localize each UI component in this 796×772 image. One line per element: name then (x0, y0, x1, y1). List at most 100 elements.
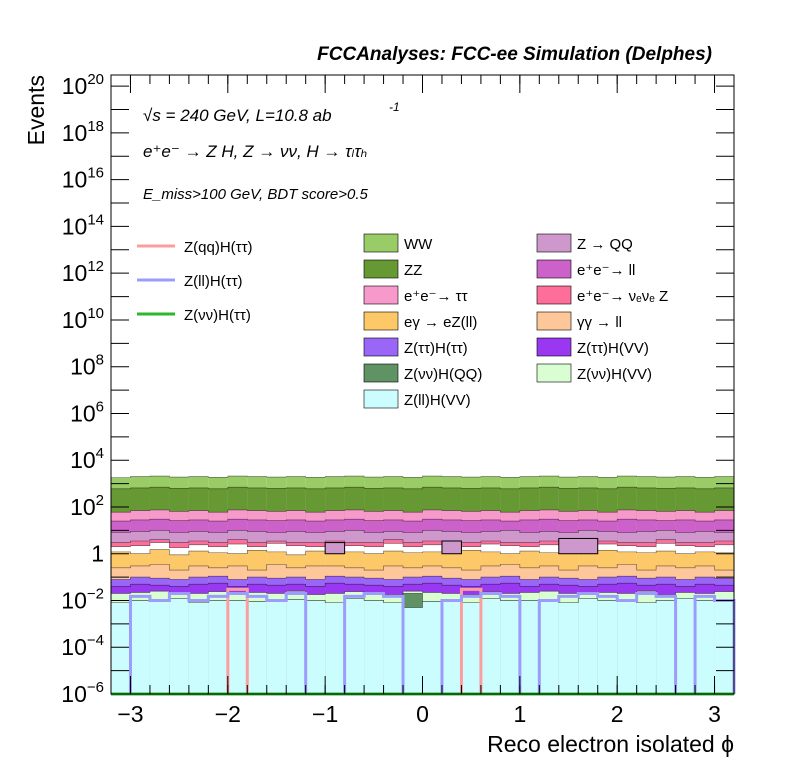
stack-bin-z-ll-h-vv--15 (403, 607, 423, 694)
stack-bin-z-ll-h-vv--21 (519, 600, 540, 694)
x-axis-label: Reco electron isolated ϕ (487, 731, 734, 757)
zqq-bump-2 (558, 537, 599, 555)
stack-bin-z-ll-h-vv--28 (656, 600, 676, 694)
stack-bin-z-ll-h-vv--8 (266, 600, 287, 694)
y-tick-label-7: 108 (70, 352, 104, 380)
legend-box-col1-swatch-5 (363, 363, 399, 383)
stack-bin-z-ll-h-vv--6 (227, 600, 248, 694)
legend-box-col1-label-0: WW (404, 236, 433, 253)
stack-bin-z-ll-h-vv--1 (130, 600, 150, 694)
legend-box-col2-label-1: e⁺e⁻→ ll (577, 262, 635, 279)
y-tick-label-9: 1012 (62, 258, 104, 286)
stack-outline-9 (111, 575, 734, 580)
stack-bin-z-ll-h-vv--3 (169, 598, 189, 694)
legend-line-label-2: Z(νν)H(ττ) (184, 307, 251, 324)
stack-bin-z-ll-h-vv--11 (325, 602, 345, 694)
legend-box-col1-label-6: Z(ll)H(VV) (404, 392, 471, 409)
x-tick-label-1: −2 (215, 701, 241, 727)
legend-box-col2-swatch-2 (536, 285, 572, 305)
y-axis-label: Events (23, 75, 49, 145)
x-tick-label-2: −1 (312, 701, 338, 727)
annotation-lumi-exponent: -1 (389, 100, 400, 114)
y-tick-label-3: 1 (91, 541, 104, 567)
stack-outline-0 (111, 475, 734, 478)
legend-box-col1-swatch-6 (363, 389, 399, 409)
legend-box-col2-swatch-0 (536, 233, 572, 253)
x-tick-label-0: −3 (117, 701, 143, 727)
y-tick-label-4: 102 (70, 492, 104, 520)
stack-bin-z-ll-h-vv--31 (714, 601, 734, 694)
stack-bin-z-ll-h-vv--22 (539, 599, 559, 694)
stack-bin-z-ll-h-vv--14 (383, 602, 404, 694)
y-tick-label-12: 1018 (62, 118, 104, 146)
stack-bin-z-ll-h-vv--26 (617, 601, 637, 694)
legend-box-col2-swatch-5 (536, 363, 572, 383)
legend-box-col1-swatch-1 (363, 259, 399, 279)
legend-box-col1-label-3: eγ → eZ(ll) (404, 314, 477, 331)
stack-bin-z-ll-h-vv--24 (578, 598, 598, 694)
stack-bin-z-ll-h-vv--30 (695, 600, 715, 694)
stack-bin-z-ll-h-vv--10 (305, 600, 326, 694)
y-tick-label-11: 1016 (62, 165, 104, 193)
annotation-energy-lumi: √s = 240 GeV, L=10.8 ab (143, 106, 332, 125)
stack-bin-z-ll-h-vv--7 (247, 601, 267, 694)
stack-outline-10 (111, 582, 734, 587)
stack-bin-z-ll-h-vv--9 (286, 599, 306, 694)
stack-outline-7 (111, 549, 734, 556)
legend-box-col1-swatch-2 (363, 285, 399, 305)
legend-box-col2-swatch-1 (536, 259, 572, 279)
y-tick-label-2: 10−2 (61, 585, 104, 613)
stack-bin-z-ll-h-vv--27 (636, 602, 657, 694)
y-tick-label-5: 104 (70, 445, 104, 473)
legend-box-col1-swatch-4 (363, 337, 399, 357)
y-tick-label-0: 10−6 (61, 679, 104, 707)
stack-outline-2 (111, 509, 734, 513)
stack-bin-z-ll-h-vv--4 (188, 602, 209, 694)
axis-ticks-layer (110, 75, 735, 695)
annotation-process: e⁺e⁻ → Z H, Z → νν, H → τₗτₕ (143, 142, 367, 161)
annotation-selection: E_miss>100 GeV, BDT score>0.5 (143, 186, 368, 203)
stack-bin-z-ll-h-vv--0 (111, 602, 131, 694)
zqq-bump-0 (324, 542, 346, 555)
legend-box-col1-label-4: Z(ττ)H(ττ) (404, 340, 468, 357)
legend-box-col1-label-2: e⁺e⁻→ ττ (404, 288, 468, 305)
stack-bin-z-ll-h-vv--19 (480, 598, 501, 694)
legend-line-label-1: Z(ll)H(ττ) (184, 273, 243, 290)
x-tick-label-4: 1 (513, 701, 526, 727)
x-tick-label-3: 0 (416, 701, 429, 727)
x-tick-labels: −3 −2 −1 0 1 2 3 (117, 701, 721, 727)
x-tick-label-5: 2 (611, 701, 624, 727)
stack-bin-z-ll-h-vv--13 (364, 600, 384, 694)
legend-box-col2-label-5: Z(νν)H(VV) (577, 366, 652, 383)
stack-outline-6 (111, 542, 734, 549)
legend-box-col2-label-2: e⁺e⁻→ νₑνₑ Z (577, 288, 668, 305)
stack-outline-5 (111, 539, 734, 543)
stack-bin-z-ll-h-vv--29 (675, 598, 696, 694)
legend-box-col1-swatch-3 (363, 311, 399, 331)
chart-title: FCCAnalyses: FCC-ee Simulation (Delphes) (317, 44, 712, 65)
legend-box-col2-label-0: Z → QQ (577, 236, 633, 253)
stack-bin-z-ll-h-vv--5 (208, 600, 228, 694)
stack-bin-z-ll-h-vv--23 (558, 602, 579, 694)
legend-line-label-0: Z(qq)H(ττ) (184, 239, 253, 256)
legend-box-col1-swatch-0 (363, 233, 399, 253)
legend-box-col1-label-1: ZZ (404, 262, 422, 279)
stack-bin-z-ll-h-vv--12 (344, 598, 365, 694)
stack-outline-4 (111, 530, 734, 533)
stack-bin-z-ll-h-vv--17 (441, 600, 462, 694)
stack-outline-11 (111, 590, 734, 595)
y-tick-label-1: 10−4 (61, 632, 104, 660)
y-tick-labels: 10−6 10−4 10−2 1 102 104 106 108 1010 1012 1014 101… (61, 71, 104, 707)
stack-bin-z-ll-h-vv--20 (500, 600, 520, 694)
legend: Z(qq)H(ττ) Z(ll)H(ττ) Z(νν)H(ττ) WW ZZ e⁺e⁻→ … (137, 233, 668, 409)
stack-bin-z-ll-h-vv--18 (461, 602, 481, 694)
stack-outline-8 (111, 564, 734, 571)
stack-bin-z-ll-h-vv--2 (149, 600, 170, 694)
legend-box-col2-swatch-4 (536, 337, 572, 357)
legend-box-col2-label-4: Z(ττ)H(VV) (577, 340, 649, 357)
zqq-bump-1 (441, 540, 462, 555)
y-tick-label-10: 1014 (62, 211, 104, 239)
y-tick-label-6: 106 (70, 398, 104, 426)
stack-bin-z-ll-h-vv--25 (597, 600, 618, 694)
